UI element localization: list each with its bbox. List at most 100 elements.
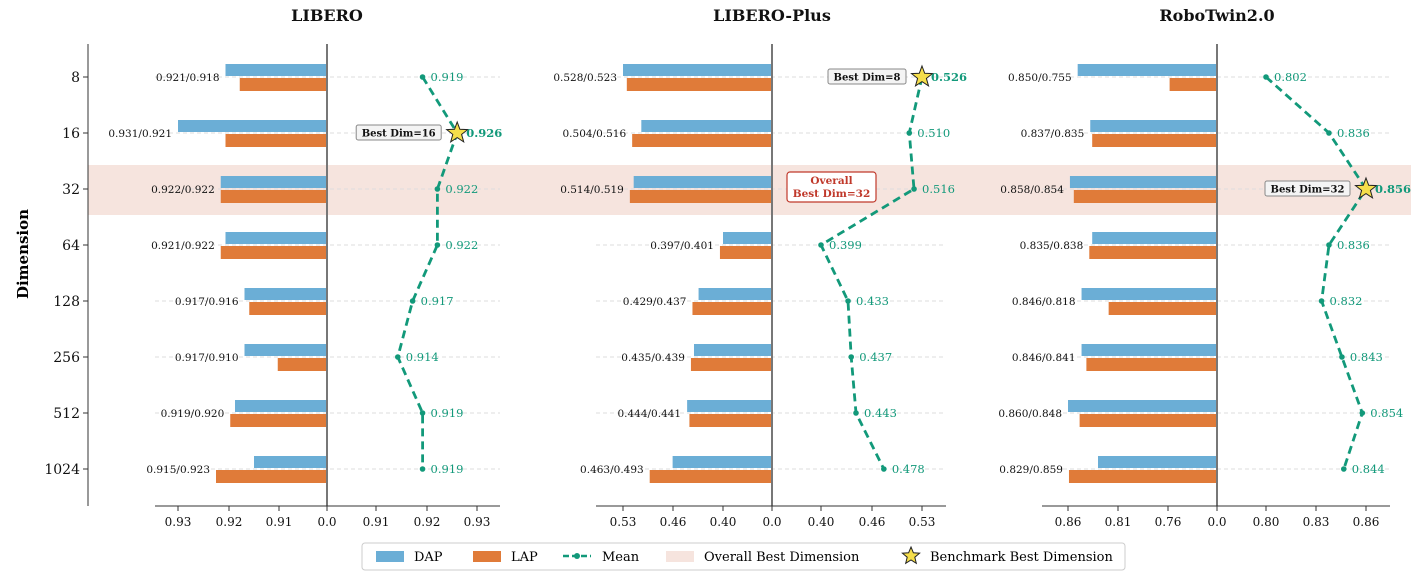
x-tick-label: 0.40 (710, 515, 737, 529)
lap-bar (277, 358, 327, 371)
bar-value-label: 0.919/0.920 (161, 408, 225, 420)
dimension-tick-label: 1024 (44, 462, 80, 478)
lap-bar (220, 246, 327, 259)
dap-bar (220, 176, 327, 188)
bar-value-label: 0.514/0.519 (560, 184, 624, 196)
mean-marker (409, 298, 416, 304)
mean-value-label: 0.919 (431, 406, 464, 420)
dap-bar (225, 64, 327, 76)
x-tick-label: 0.0 (762, 515, 781, 529)
bar-value-label: 0.444/0.441 (617, 408, 681, 420)
best-dimension-star-icon (445, 120, 470, 144)
dimension-tick-label: 8 (71, 70, 80, 86)
best-dimension-callout-box (827, 68, 907, 85)
lap-bar (689, 414, 772, 427)
lap-bar (1092, 134, 1217, 147)
panel-robotwin2-0: RoboTwin2.0 0.850/0.755 0.837/0.835 0.858/0… (998, 6, 1411, 529)
mean-value-label: 0.919 (431, 462, 464, 476)
dap-bar (672, 456, 772, 468)
bar-value-label: 0.860/0.848 (998, 408, 1062, 420)
dap-bar (1081, 288, 1217, 300)
mean-marker (881, 466, 887, 472)
x-tick-label: 0.91 (266, 515, 293, 529)
mean-marker (1326, 242, 1332, 248)
panel-title: LIBERO-Plus (713, 6, 831, 25)
mean-value-label: 0.854 (1370, 406, 1403, 420)
mean-marker (1359, 410, 1366, 416)
bar-value-label: 0.917/0.910 (175, 352, 239, 364)
bar-value-label: 0.931/0.921 (108, 128, 172, 140)
bar-value-label: 0.921/0.918 (156, 72, 220, 84)
lap-bar (1108, 302, 1217, 315)
x-tick-label: 0.53 (909, 515, 936, 529)
lap-bar (649, 470, 772, 483)
dap-bar (1069, 176, 1217, 188)
lap-bar (690, 358, 772, 371)
lap-bar (1089, 246, 1217, 259)
x-tick-label: 0.93 (464, 515, 491, 529)
lap-bar (216, 470, 327, 483)
mean-value-label: 0.832 (1330, 294, 1363, 308)
panel-title: RoboTwin2.0 (1159, 6, 1274, 25)
dap-bar (1092, 232, 1217, 244)
mean-value-label: 0.443 (864, 406, 897, 420)
bar-value-label: 0.846/0.841 (1012, 352, 1076, 364)
x-tick-label: 0.92 (216, 515, 243, 529)
legend-star-shape (901, 545, 921, 565)
mean-value-label: 0.516 (922, 182, 955, 196)
legend-lap-swatch (473, 551, 501, 562)
mean-value-label: 0.526 (931, 70, 967, 84)
bar-value-label: 0.846/0.818 (1012, 296, 1076, 308)
legend-band-swatch (666, 551, 694, 562)
dap-bar (693, 344, 772, 356)
x-tick-label: 0.91 (363, 515, 390, 529)
lap-bar (1073, 190, 1217, 203)
mean-value-label: 0.836 (1337, 238, 1370, 252)
mean-line (1265, 75, 1368, 470)
best-dimension-callout: Best Dim=32 (1271, 185, 1345, 196)
mean-value-label: 0.914 (406, 350, 439, 364)
best-dimension-star-icon (1354, 176, 1378, 200)
mean-marker (1340, 466, 1347, 472)
x-tick-label: 0.80 (1253, 515, 1280, 529)
panels: LIBERO 0.921/0.918 0.931/0.921 0.922/0.922 0… (108, 6, 1411, 529)
bar-value-label: 0.528/0.523 (553, 72, 617, 84)
y-axis-label: Dimension (14, 209, 32, 299)
x-tick-label: 0.93 (165, 515, 192, 529)
mean-marker (853, 410, 859, 416)
mean-marker (1318, 298, 1325, 304)
bar-value-label: 0.850/0.755 (1008, 72, 1072, 84)
overall-best-callout-line2: Best Dim=32 (793, 188, 871, 200)
dap-bar (254, 456, 327, 468)
overall-best-callout-box (786, 171, 877, 203)
best-dimension-callout: Best Dim=8 (834, 73, 901, 84)
mean-value-label: 0.478 (892, 462, 925, 476)
mean-value-label: 0.836 (1337, 126, 1370, 140)
x-tick-label: 0.53 (610, 515, 637, 529)
dap-bar (1081, 344, 1217, 356)
dap-bar (1077, 64, 1217, 76)
lap-bar (220, 190, 327, 203)
x-tick-label: 0.92 (414, 515, 441, 529)
dimension-tick-label: 128 (53, 294, 80, 310)
mean-marker (906, 130, 913, 136)
bar-value-label: 0.435/0.439 (621, 352, 685, 364)
bar-value-label: 0.429/0.437 (623, 296, 687, 308)
bar-value-label: 0.922/0.922 (151, 184, 215, 196)
lap-bar (1079, 414, 1217, 427)
dap-bar (687, 400, 772, 412)
legend: DAP LAP Mean Overall Best Dimension Benc… (361, 542, 1126, 571)
lap-bar (230, 414, 327, 427)
legend-lap-label: LAP (511, 550, 538, 565)
legend-star-label: Benchmark Best Dimension (930, 550, 1113, 565)
dap-bar (623, 64, 772, 76)
legend-star-icon (901, 545, 921, 565)
legend-mean-marker (574, 553, 580, 559)
bar-value-label: 0.858/0.854 (1000, 184, 1064, 196)
bar-value-label: 0.921/0.922 (151, 240, 215, 252)
x-tick-label: 0.86 (1055, 515, 1082, 529)
x-tick-label: 0.76 (1155, 515, 1182, 529)
x-tick-label: 0.0 (1207, 515, 1226, 529)
dap-bar (698, 288, 772, 300)
